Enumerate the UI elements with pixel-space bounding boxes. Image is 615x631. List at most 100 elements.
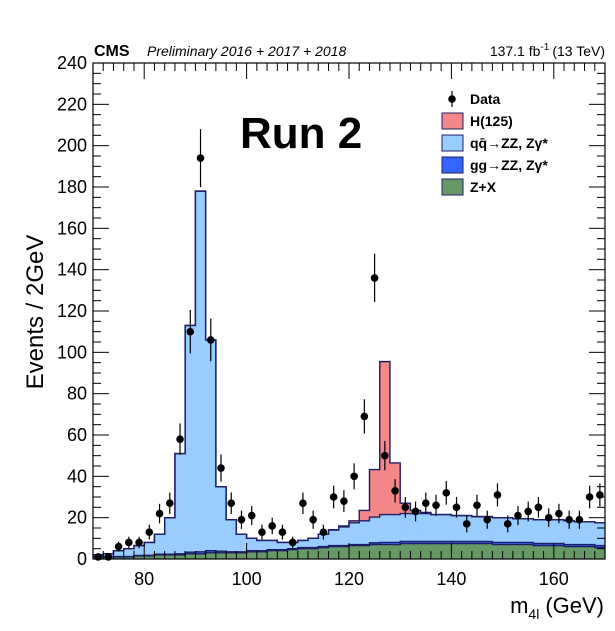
histogram-bar	[512, 518, 524, 543]
data-point	[483, 510, 492, 529]
histogram-bar	[594, 545, 606, 548]
data-point	[432, 494, 440, 516]
histogram-bar	[574, 521, 585, 545]
histogram-bar	[574, 544, 585, 547]
histogram-bar	[185, 553, 196, 559]
histogram-bar	[164, 517, 176, 555]
legend-item: gg→ZZ, Zγ*	[441, 156, 548, 174]
data-point	[268, 517, 277, 535]
histogram-bar	[297, 548, 309, 559]
histogram-bar	[523, 544, 534, 559]
histogram-bar	[441, 541, 452, 544]
histogram-bar	[215, 551, 227, 553]
chart-subtitle: Preliminary 2016 + 2017 + 2018	[147, 43, 346, 59]
data-point	[381, 440, 389, 471]
x-axis-symbol: m	[510, 593, 528, 618]
histogram-bar	[389, 542, 401, 545]
histogram-bar	[564, 520, 575, 545]
histogram-bar	[349, 522, 360, 545]
histogram-bar	[594, 547, 606, 559]
data-point	[524, 501, 532, 522]
histogram-bar	[533, 545, 544, 559]
histogram-bar	[359, 545, 370, 559]
histogram-bar	[471, 543, 483, 559]
histogram-bar	[369, 542, 381, 545]
data-point	[442, 481, 451, 505]
y-tick-label: 140	[57, 260, 87, 280]
data-point	[145, 524, 154, 540]
data-point	[370, 253, 379, 303]
y-tick-label: 20	[67, 508, 87, 528]
legend-label: H(125)	[470, 113, 513, 129]
x-tick-label: 100	[232, 569, 262, 589]
data-point	[340, 490, 348, 513]
histogram-bar	[277, 550, 288, 559]
y-tick-label: 60	[67, 425, 87, 445]
legend-marker	[448, 95, 456, 103]
histogram-bar	[512, 544, 524, 559]
y-tick-label: 0	[77, 549, 87, 569]
histogram-bar	[308, 548, 319, 559]
histogram-bar	[441, 543, 452, 559]
histogram-bar	[410, 541, 422, 544]
data-point	[186, 309, 195, 354]
histogram-bar	[564, 544, 575, 547]
y-tick-label: 200	[57, 136, 87, 156]
data-point	[555, 503, 563, 524]
histogram-bar	[420, 513, 432, 542]
data-point	[452, 497, 461, 518]
data-point	[299, 492, 307, 514]
y-tick-label: 240	[57, 53, 87, 73]
data-point	[411, 501, 420, 522]
x-tick-label: 120	[334, 569, 364, 589]
histogram-bar	[164, 554, 176, 559]
histogram-bar	[123, 548, 135, 557]
data-point	[166, 492, 174, 514]
histogram-bar	[195, 551, 207, 554]
histogram-bar	[144, 542, 155, 556]
y-tick-label: 80	[67, 384, 87, 404]
x-axis-unit: (GeV)	[545, 593, 604, 618]
histogram-bar	[308, 538, 319, 548]
data-points	[94, 129, 604, 561]
data-point	[247, 506, 256, 526]
data-point	[401, 497, 410, 518]
histogram-bar	[359, 520, 370, 545]
legend-swatch	[441, 134, 464, 152]
data-point	[217, 454, 225, 482]
histogram-bar	[410, 543, 422, 559]
y-tick-label: 180	[57, 177, 87, 197]
luminosity-value: 137.1 fb	[490, 43, 541, 59]
data-point	[227, 492, 236, 514]
y-tick-label: 40	[67, 466, 87, 486]
histogram-bar	[369, 517, 381, 543]
histogram-bar	[195, 553, 207, 559]
histogram-bar	[379, 514, 391, 543]
data-point	[391, 479, 399, 503]
data-point	[422, 492, 430, 514]
run-annotation: Run 2	[240, 109, 362, 158]
histogram-bar	[318, 547, 329, 559]
histogram-bar	[246, 551, 258, 559]
data-point	[206, 318, 215, 362]
data-point	[237, 510, 246, 529]
y-tick-label: 220	[57, 94, 87, 114]
stack-outline	[93, 540, 605, 558]
histogram-bar	[492, 517, 503, 543]
histogram-bar	[205, 550, 217, 553]
histogram-bar	[584, 544, 596, 547]
legend-swatch	[441, 156, 464, 174]
histogram-bar	[205, 339, 217, 551]
luminosity-exponent: -1	[540, 42, 549, 53]
plot-area: 0 20 40 60 80 100 120 140 160 180 200 220 240 80 100 12…	[57, 53, 606, 589]
histogram-bar	[349, 520, 360, 523]
histogram-bar	[420, 543, 432, 559]
data-point	[319, 524, 328, 540]
histogram-bar	[451, 541, 463, 544]
histogram-bar	[553, 543, 565, 546]
histogram-bar	[369, 544, 381, 559]
x-tick-label: 140	[436, 569, 466, 589]
histogram-bar	[574, 546, 585, 559]
data-point	[565, 510, 573, 529]
